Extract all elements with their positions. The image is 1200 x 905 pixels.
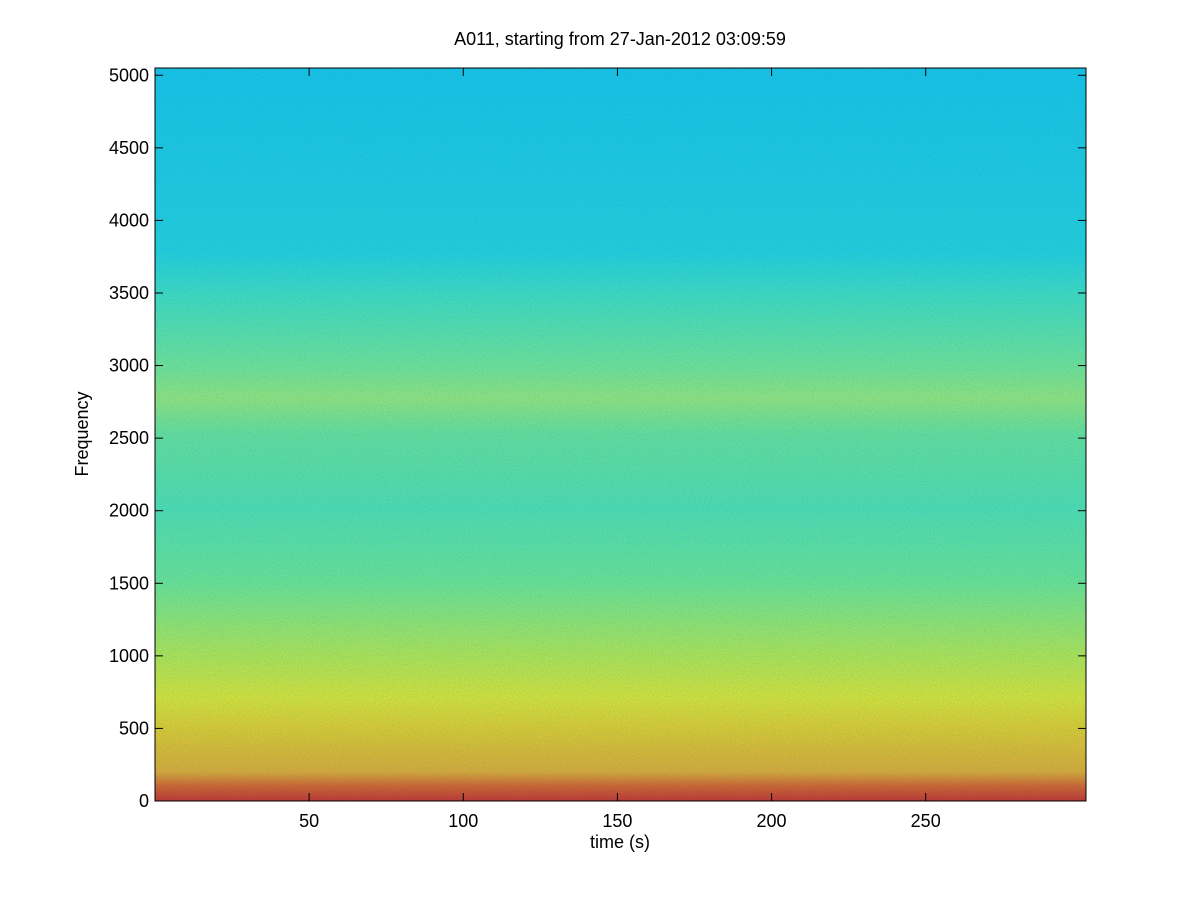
x-axis-label: time (s) [590,832,650,852]
y-tick-label: 4000 [109,210,149,230]
x-tick-label: 250 [911,811,941,831]
chart-title: A011, starting from 27-Jan-2012 03:09:59 [454,29,786,49]
y-tick-label: 1000 [109,646,149,666]
plot-frame [154,67,1087,802]
y-tick-label: 5000 [109,65,149,85]
y-tick-label: 1500 [109,573,149,593]
y-tick-label: 3000 [109,356,149,376]
y-tick-label: 2000 [109,501,149,521]
y-tick-label: 500 [119,718,149,738]
y-tick-label: 4500 [109,138,149,158]
y-tick-label: 0 [139,791,149,811]
y-axis-label: Frequency [72,391,92,476]
x-tick-label: 200 [757,811,787,831]
x-tick-label: 150 [602,811,632,831]
x-tick-label: 50 [299,811,319,831]
x-tick-label: 100 [448,811,478,831]
y-tick-label: 2500 [109,428,149,448]
spectrogram-texture [155,68,1086,801]
y-tick-label: 3500 [109,283,149,303]
